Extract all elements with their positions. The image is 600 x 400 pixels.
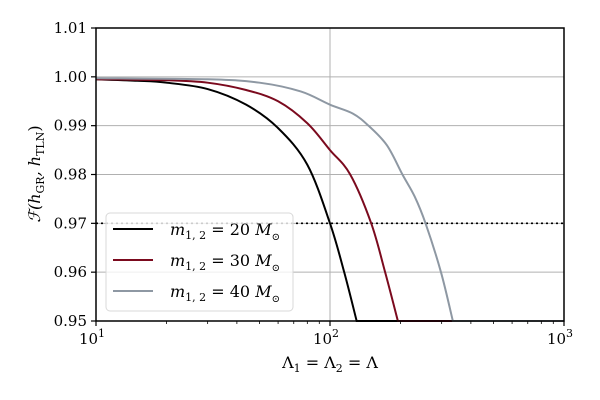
y-tick-label: 0.95	[54, 312, 87, 330]
y-axis-label: ℱ(hGR, hTLN)	[25, 125, 47, 222]
legend-label-2: m1, 2 = 30 M⊙	[170, 251, 280, 274]
series-line-3	[95, 77, 564, 322]
legend-label-3: m1, 2 = 40 M⊙	[170, 282, 280, 305]
x-axis-label: Λ1 = Λ2 = Λ	[281, 353, 378, 375]
y-tick-label: 1.00	[54, 68, 87, 86]
x-tick-label: 101	[79, 327, 105, 348]
series-line-2	[95, 78, 564, 322]
x-tick-label: 102	[313, 327, 339, 348]
y-tick-label: 0.99	[54, 117, 87, 135]
y-tick-label: 1.01	[54, 19, 87, 37]
legend: m1, 2 = 20 M⊙ m1, 2 = 30 M⊙ m1, 2 = 40 M⊙	[105, 212, 294, 312]
y-tick-label: 0.98	[54, 166, 87, 184]
y-tick-label: 0.97	[54, 214, 87, 232]
data-series	[95, 77, 564, 322]
y-tick-label: 0.96	[54, 263, 87, 281]
legend-box	[105, 212, 294, 312]
series-line-1	[95, 78, 564, 322]
x-tick-label: 103	[547, 327, 573, 348]
legend-label-1: m1, 2 = 20 M⊙	[170, 220, 280, 243]
